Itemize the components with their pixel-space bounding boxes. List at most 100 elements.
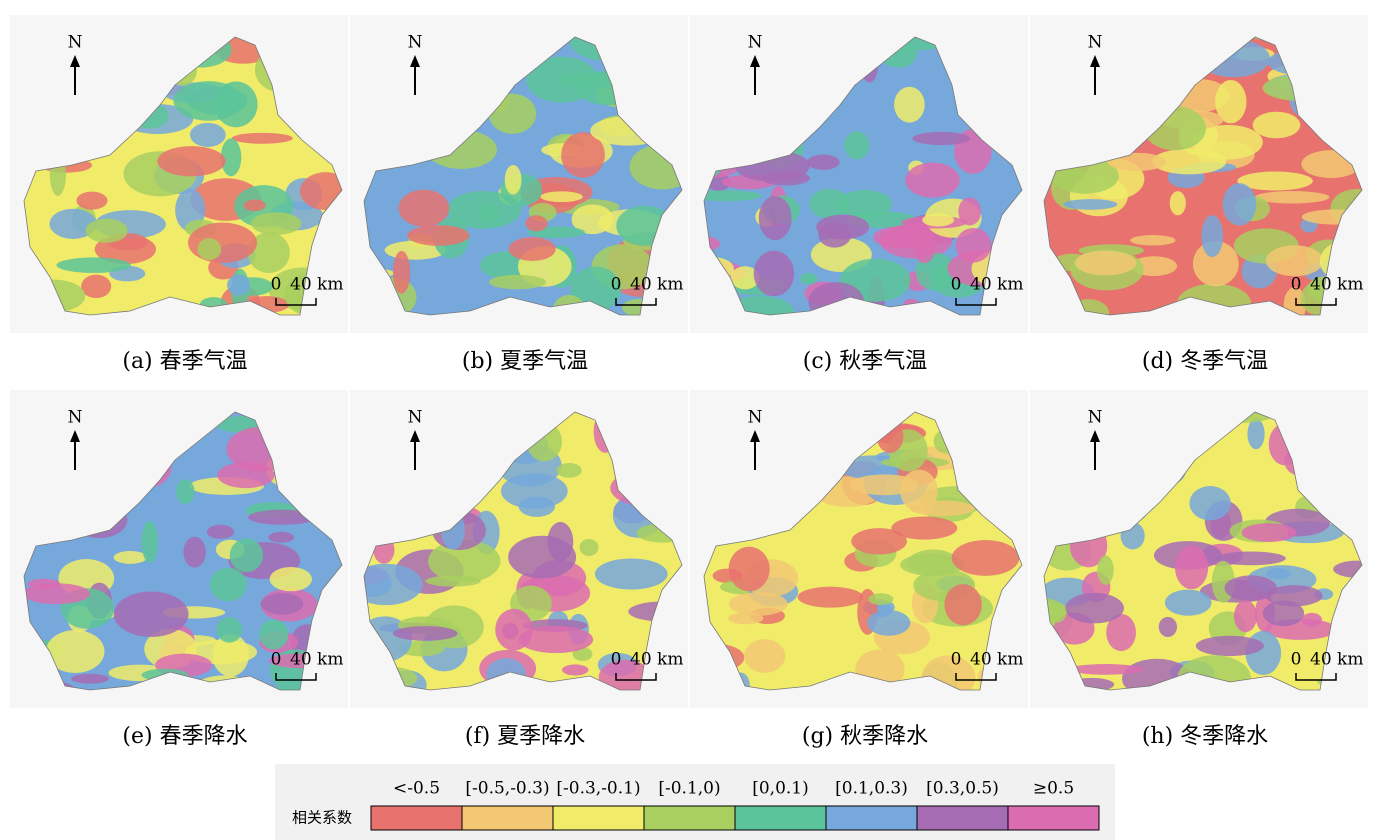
region-patch: [518, 625, 594, 654]
region-patch: [1224, 575, 1277, 601]
region-patch: [49, 208, 97, 239]
scale-bar: [1295, 673, 1337, 681]
panel-caption: (e) 春季降水: [122, 724, 247, 749]
region-patch: [1233, 600, 1258, 633]
region-patch: [866, 610, 911, 636]
scale-distance: 40 km: [290, 275, 343, 295]
scale-bar: [955, 673, 997, 681]
region-patch: [540, 191, 583, 203]
region-patch: [1192, 241, 1239, 287]
region-outline: [363, 411, 683, 691]
map-panel: N 0 40 km: [350, 15, 688, 333]
region-patch: [598, 659, 653, 690]
north-arrowhead: [70, 55, 80, 67]
region-patch: [81, 274, 112, 299]
scale-distance: 40 km: [970, 650, 1023, 670]
panel-caption: (b) 夏季气温: [462, 349, 588, 374]
region-patch: [909, 500, 975, 517]
region-patch: [955, 227, 992, 263]
region-patch: [1065, 592, 1124, 624]
north-arrowhead: [70, 430, 80, 442]
legend-label: [-0.5,-0.3): [465, 779, 549, 799]
region-patch: [176, 479, 195, 504]
region-patch: [197, 238, 222, 261]
region-patch: [1158, 616, 1178, 637]
scale-zero: 0: [271, 650, 282, 670]
map-panel: N 0 40 km: [690, 390, 1028, 708]
region-patch: [508, 237, 556, 261]
region-patch: [508, 535, 577, 579]
region-patch: [206, 524, 235, 539]
region-outline: [23, 36, 343, 316]
panel-caption: (d) 冬季气温: [1142, 349, 1268, 374]
region-patch: [561, 132, 605, 178]
region-patch: [844, 131, 870, 160]
scale-zero: 0: [951, 275, 962, 295]
region-patch: [891, 516, 958, 540]
region-patch: [392, 250, 411, 294]
region-patch: [1254, 191, 1330, 204]
north-label: N: [1088, 408, 1103, 428]
region-patch: [231, 132, 293, 144]
legend-swatch: [552, 805, 645, 831]
region-patch: [268, 531, 295, 543]
legend-swatch: [370, 805, 463, 831]
region-patch: [364, 563, 423, 606]
legend-label: [0.1,0.3): [835, 779, 908, 799]
map-panel: N 0 40 km: [10, 390, 348, 708]
region-patch: [1068, 664, 1144, 675]
legend-label: [-0.1,0): [658, 779, 720, 799]
north-label: N: [68, 33, 83, 53]
region-patch: [216, 617, 243, 643]
region-patch: [1241, 523, 1297, 543]
region-patch: [260, 593, 304, 615]
region-patch: [24, 583, 91, 605]
scale-bar: [275, 298, 317, 306]
region-patch: [71, 673, 109, 684]
north-label: N: [68, 408, 83, 428]
region-patch: [724, 296, 795, 315]
region-patch: [1074, 250, 1137, 276]
region-patch: [753, 250, 795, 297]
north-label: N: [408, 408, 423, 428]
legend-swatch: [643, 805, 736, 831]
region-patch: [849, 474, 920, 496]
region-patch: [392, 626, 458, 641]
region-patch: [837, 190, 892, 219]
north-arrowhead: [1090, 55, 1100, 67]
region-patch: [704, 190, 762, 202]
region-patch: [56, 257, 131, 273]
region-outline: [703, 36, 1023, 316]
region-patch: [851, 528, 907, 555]
north-label: N: [748, 33, 763, 53]
panel-caption: (g) 秋季降水: [802, 724, 928, 749]
region-patch: [248, 509, 317, 525]
region-patch: [594, 558, 668, 590]
region-patch: [504, 164, 522, 195]
region-patch: [728, 546, 770, 592]
region-patch: [398, 189, 450, 227]
scale-zero: 0: [1291, 650, 1302, 670]
region-patch: [556, 463, 582, 478]
region-patch: [744, 639, 786, 673]
scale-zero: 0: [1291, 275, 1302, 295]
panel-caption: (c) 秋季气温: [803, 349, 927, 374]
region-patch: [922, 213, 955, 227]
region-patch: [113, 551, 148, 564]
region-patch: [76, 191, 108, 210]
region-patch: [809, 188, 850, 219]
map-panel: N 0 40 km: [1030, 390, 1368, 708]
region-patch: [489, 274, 547, 290]
region-patch: [1215, 79, 1247, 124]
region-patch: [251, 212, 302, 235]
region-outline: [363, 36, 683, 316]
north-arrowhead: [410, 430, 420, 442]
scale-bar: [275, 673, 317, 681]
region-patch: [1189, 486, 1231, 521]
region-patch: [189, 122, 226, 147]
region-patch: [958, 197, 982, 226]
region-patch: [730, 266, 760, 290]
region-patch: [1169, 191, 1186, 216]
region-patch: [220, 138, 242, 177]
region-patch: [1237, 171, 1313, 191]
